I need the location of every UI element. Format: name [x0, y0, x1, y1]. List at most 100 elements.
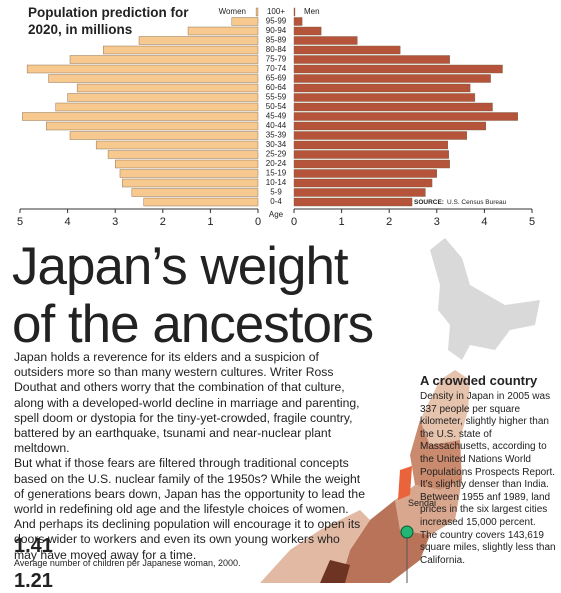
chart-title: Population prediction for 2020, in milli… — [28, 5, 189, 37]
paragraph: The country covers 143,619 square miles,… — [420, 529, 556, 566]
age-label: 85-89 — [266, 36, 287, 45]
source-label: SOURCE: — [414, 199, 444, 206]
region — [420, 370, 470, 445]
legend-label: Women — [219, 7, 246, 16]
sidebar: A crowded country Density in Japan in 20… — [420, 374, 558, 567]
bar — [138, 36, 259, 45]
age-label: 25-29 — [266, 150, 287, 159]
bar — [95, 140, 259, 150]
bar — [293, 45, 401, 55]
bar — [187, 26, 259, 36]
bar — [293, 178, 433, 188]
bar — [293, 188, 426, 197]
region — [320, 560, 350, 583]
x-tick-label: 1 — [207, 216, 213, 228]
headline-line: Japan’s weight — [12, 237, 349, 296]
age-label: 95-99 — [266, 17, 287, 26]
bar — [122, 178, 259, 188]
bar — [293, 102, 493, 112]
bar — [293, 169, 438, 178]
bar — [293, 17, 303, 26]
age-label: 80-84 — [266, 45, 287, 54]
bar — [55, 102, 259, 112]
bar — [76, 83, 259, 93]
x-tick-label: 3 — [434, 216, 440, 228]
bar — [231, 17, 259, 26]
age-label: 45-49 — [266, 112, 287, 121]
age-label: 35-39 — [266, 131, 287, 140]
stat-value: 1.41 — [14, 535, 53, 557]
bar — [131, 188, 259, 197]
x-tick-label: 2 — [160, 216, 166, 228]
age-label: 40-44 — [266, 121, 287, 130]
age-label: 15-19 — [266, 169, 287, 178]
bar — [69, 131, 259, 140]
bar — [293, 93, 476, 102]
age-label: 65-69 — [266, 74, 287, 83]
bar — [22, 112, 259, 121]
x-tick-label: 4 — [481, 216, 487, 228]
bar — [107, 150, 259, 159]
bar — [293, 64, 503, 74]
age-label: 20-24 — [266, 159, 287, 168]
bar — [293, 55, 450, 64]
bar — [293, 36, 358, 45]
bar — [293, 112, 518, 121]
legend-label: Men — [304, 7, 320, 16]
bar — [293, 121, 487, 131]
age-label: 0-4 — [270, 197, 282, 206]
x-tick-label: 5 — [529, 216, 535, 228]
bar — [255, 7, 259, 17]
age-label: 90-94 — [266, 26, 287, 35]
location-dot — [400, 525, 414, 539]
source-text: U.S. Census Bureau — [447, 199, 507, 206]
x-tick-label: 2 — [386, 216, 392, 228]
region — [410, 420, 462, 490]
bar — [26, 64, 259, 74]
article-body: Japan holds a reverence for its elders a… — [14, 350, 366, 563]
axis-label: Age — [269, 210, 284, 219]
age-label: 10-14 — [266, 178, 287, 187]
bar — [293, 150, 449, 159]
paragraph: Japan holds a reverence for its elders a… — [14, 350, 360, 456]
bar — [293, 26, 322, 36]
bar — [293, 131, 467, 140]
bar — [293, 159, 450, 169]
bar — [114, 159, 259, 169]
x-tick-label: 0 — [255, 216, 261, 228]
age-label: 30-34 — [266, 140, 287, 149]
bar — [119, 169, 259, 178]
bar — [293, 197, 413, 207]
bar — [69, 55, 259, 64]
bar — [67, 93, 259, 102]
headline: Japan’s weight of the ancestors — [12, 237, 374, 354]
age-label: 5-9 — [270, 188, 282, 197]
age-label: 55-59 — [266, 93, 287, 102]
hokkaido — [430, 238, 540, 360]
bar — [45, 121, 259, 131]
bar — [293, 7, 296, 17]
paragraph: But what if those fears are filtered thr… — [14, 456, 365, 562]
japan-map — [260, 238, 540, 583]
x-tick-label: 4 — [65, 216, 71, 228]
region — [395, 480, 462, 535]
sendai-region — [398, 466, 412, 500]
age-label: 70-74 — [266, 64, 287, 73]
stat-value: 1.21 — [14, 570, 53, 592]
bar — [293, 83, 471, 93]
bar — [48, 74, 259, 83]
paragraph: Density in Japan in 2005 was 337 people … — [420, 391, 556, 491]
chart: 100+95-9990-9485-8980-8475-7970-7465-696… — [17, 7, 535, 228]
bar — [103, 45, 259, 55]
headline-line: of the ancestors — [12, 295, 374, 354]
map-label: Sendai — [408, 498, 437, 508]
stat-caption: Average number of children per Japanese … — [14, 558, 241, 568]
bar — [293, 74, 491, 83]
age-label: 100+ — [267, 7, 285, 16]
source: SOURCE: U.S. Census Bureau — [414, 199, 507, 206]
bar — [143, 197, 259, 207]
x-tick-label: 1 — [339, 216, 345, 228]
sidebar-heading: A crowded country — [420, 373, 538, 388]
x-tick-label: 5 — [17, 216, 23, 228]
